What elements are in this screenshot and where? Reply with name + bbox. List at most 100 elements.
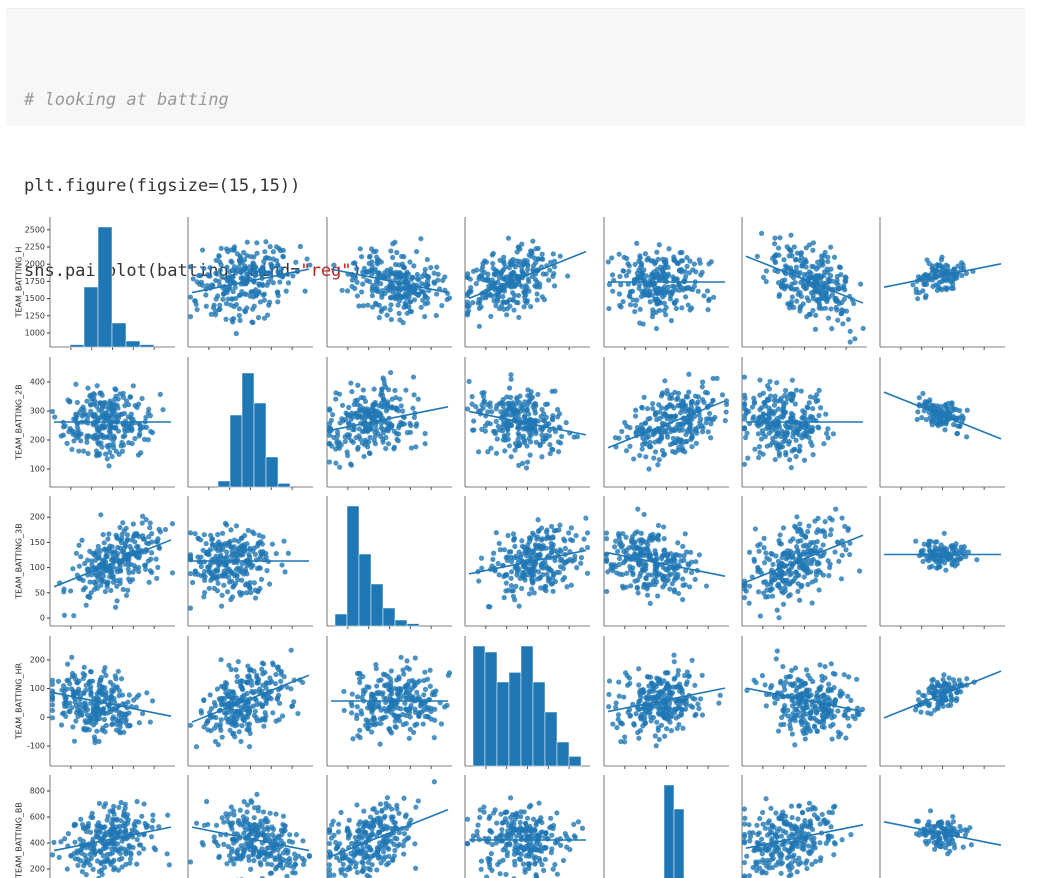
point [471,427,477,433]
point [632,578,638,584]
point [234,673,240,680]
point [350,260,357,266]
point [696,552,703,558]
point [534,291,540,297]
point [331,434,337,440]
y-axis-label: TEAM_BATTING_H [15,247,24,319]
point [837,264,844,271]
point [548,581,555,587]
point [642,283,649,289]
point [348,462,354,468]
point [708,421,714,427]
point [537,585,544,591]
point [229,259,235,265]
point [603,558,610,565]
point [774,415,780,422]
point [349,283,355,290]
point [81,407,87,413]
y-tick-label: 2250 [25,243,45,252]
point [108,694,115,700]
point [760,451,766,457]
point [187,530,194,536]
point [809,600,815,606]
point [559,556,565,563]
point [82,672,88,678]
point [507,394,514,400]
point [774,607,780,613]
point [501,573,507,580]
point [527,536,533,542]
point [230,551,236,557]
point [620,585,626,591]
point [552,428,559,435]
point [665,567,671,573]
point [546,427,553,434]
point [413,423,419,429]
point [282,569,288,575]
point [936,417,942,423]
point [784,577,790,583]
point [774,398,780,404]
point [369,259,375,265]
point [655,462,661,468]
point [793,453,799,460]
point [346,404,352,410]
point [826,564,833,571]
point [219,273,225,279]
point [273,550,279,557]
point [687,307,693,313]
point [568,525,574,531]
point [137,431,143,437]
point [501,595,507,601]
point [478,555,485,561]
point [557,253,563,259]
point [266,270,272,276]
point [647,299,653,305]
point [94,403,100,409]
point [674,396,680,403]
point [641,511,647,518]
regression-line [883,263,1002,288]
point [192,568,198,574]
point [959,272,965,279]
point [627,302,634,308]
point [643,454,649,460]
point [108,587,114,594]
point [270,280,276,286]
point [491,550,497,556]
point [94,728,100,734]
point [238,549,244,556]
panel [879,496,1005,629]
point [109,722,115,728]
point [372,266,378,272]
point [532,277,539,283]
point [355,444,361,451]
point [794,514,800,520]
point [221,685,227,691]
point [146,579,152,585]
point [115,428,122,434]
point [661,308,667,314]
point [104,456,110,462]
point [110,575,116,581]
point [333,396,339,402]
point [560,577,566,583]
point [246,721,253,727]
point [603,530,610,536]
point [218,657,224,663]
point [485,449,491,455]
point [642,439,648,445]
point [187,314,194,320]
point [673,297,680,304]
point [767,378,773,385]
point [825,269,831,275]
point [49,702,56,708]
point [487,604,493,610]
point [99,409,105,415]
point [422,301,428,307]
point [245,700,252,706]
point [367,450,373,457]
point [521,257,528,263]
point [637,264,644,271]
point [233,667,239,673]
